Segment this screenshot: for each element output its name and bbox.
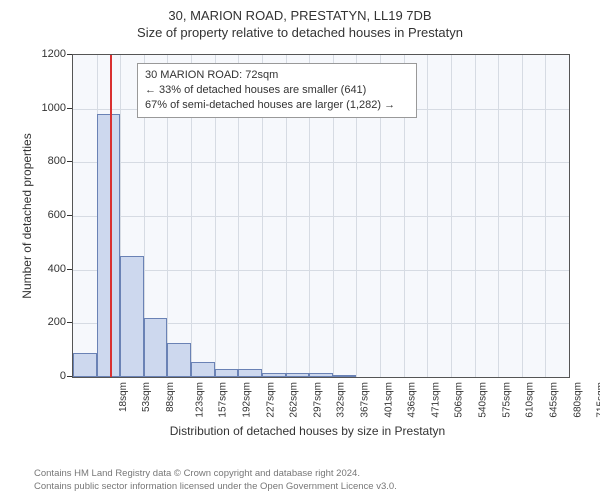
y-tick-label: 1200 (30, 48, 66, 60)
x-tick-label: 471sqm (430, 382, 441, 418)
y-tick-label: 0 (30, 370, 66, 382)
histogram-bar (238, 369, 262, 377)
plot-area: 30 MARION ROAD: 72sqm ← 33% of detached … (72, 54, 570, 378)
gridline-v (451, 55, 452, 377)
x-tick-label: 157sqm (218, 382, 229, 418)
annotation-line3: 67% of semi-detached houses are larger (… (145, 98, 409, 113)
histogram-bar (333, 375, 357, 377)
page-subtitle: Size of property relative to detached ho… (0, 25, 600, 40)
x-tick-label: 332sqm (336, 382, 347, 418)
histogram-bar (73, 353, 97, 377)
annotation-line1: 30 MARION ROAD: 72sqm (145, 68, 409, 83)
marker-line (110, 55, 112, 377)
x-tick-label: 53sqm (141, 382, 152, 412)
y-tick-label: 400 (30, 263, 66, 275)
histogram-bar (97, 114, 121, 377)
x-tick-label: 715sqm (596, 382, 600, 418)
footer-line2: Contains public sector information licen… (34, 481, 590, 494)
histogram-bar (167, 343, 191, 377)
y-tick-label: 800 (30, 155, 66, 167)
y-tick-label: 1000 (30, 102, 66, 114)
x-tick-label: 540sqm (478, 382, 489, 418)
histogram-bar (286, 373, 310, 377)
x-tick-label: 297sqm (312, 382, 323, 418)
annotation-box: 30 MARION ROAD: 72sqm ← 33% of detached … (137, 63, 417, 118)
x-tick-label: 645sqm (549, 382, 560, 418)
x-tick-label: 227sqm (265, 382, 276, 418)
x-tick-label: 88sqm (165, 382, 176, 412)
x-tick-label: 575sqm (501, 382, 512, 418)
histogram-bar (144, 318, 168, 377)
annotation-line2: ← 33% of detached houses are smaller (64… (145, 83, 409, 98)
histogram-bar (309, 373, 333, 377)
gridline-v (475, 55, 476, 377)
chart-container: Number of detached properties 0200400600… (30, 54, 585, 414)
footer-attribution: Contains HM Land Registry data © Crown c… (34, 468, 590, 494)
y-tick-label: 200 (30, 316, 66, 328)
x-tick-label: 506sqm (454, 382, 465, 418)
histogram-bar (262, 373, 286, 377)
histogram-bar (120, 256, 144, 377)
gridline-h (73, 216, 569, 217)
gridline-v (498, 55, 499, 377)
x-tick-label: 610sqm (525, 382, 536, 418)
x-tick-label: 680sqm (572, 382, 583, 418)
gridline-v (545, 55, 546, 377)
x-tick-label: 436sqm (407, 382, 418, 418)
footer-line1: Contains HM Land Registry data © Crown c… (34, 468, 590, 481)
x-axis-label: Distribution of detached houses by size … (30, 424, 585, 462)
x-tick-label: 192sqm (241, 382, 252, 418)
gridline-v (522, 55, 523, 377)
x-tick-label: 367sqm (360, 382, 371, 418)
x-tick-label: 401sqm (383, 382, 394, 418)
x-tick-label: 18sqm (118, 382, 129, 412)
gridline-v (427, 55, 428, 377)
histogram-bar (191, 362, 215, 377)
x-tick-label: 123sqm (194, 382, 205, 418)
gridline-h (73, 270, 569, 271)
gridline-h (73, 162, 569, 163)
y-tick-label: 600 (30, 209, 66, 221)
x-tick-label: 262sqm (289, 382, 300, 418)
page-title-address: 30, MARION ROAD, PRESTATYN, LL19 7DB (0, 0, 600, 23)
histogram-bar (215, 369, 239, 377)
